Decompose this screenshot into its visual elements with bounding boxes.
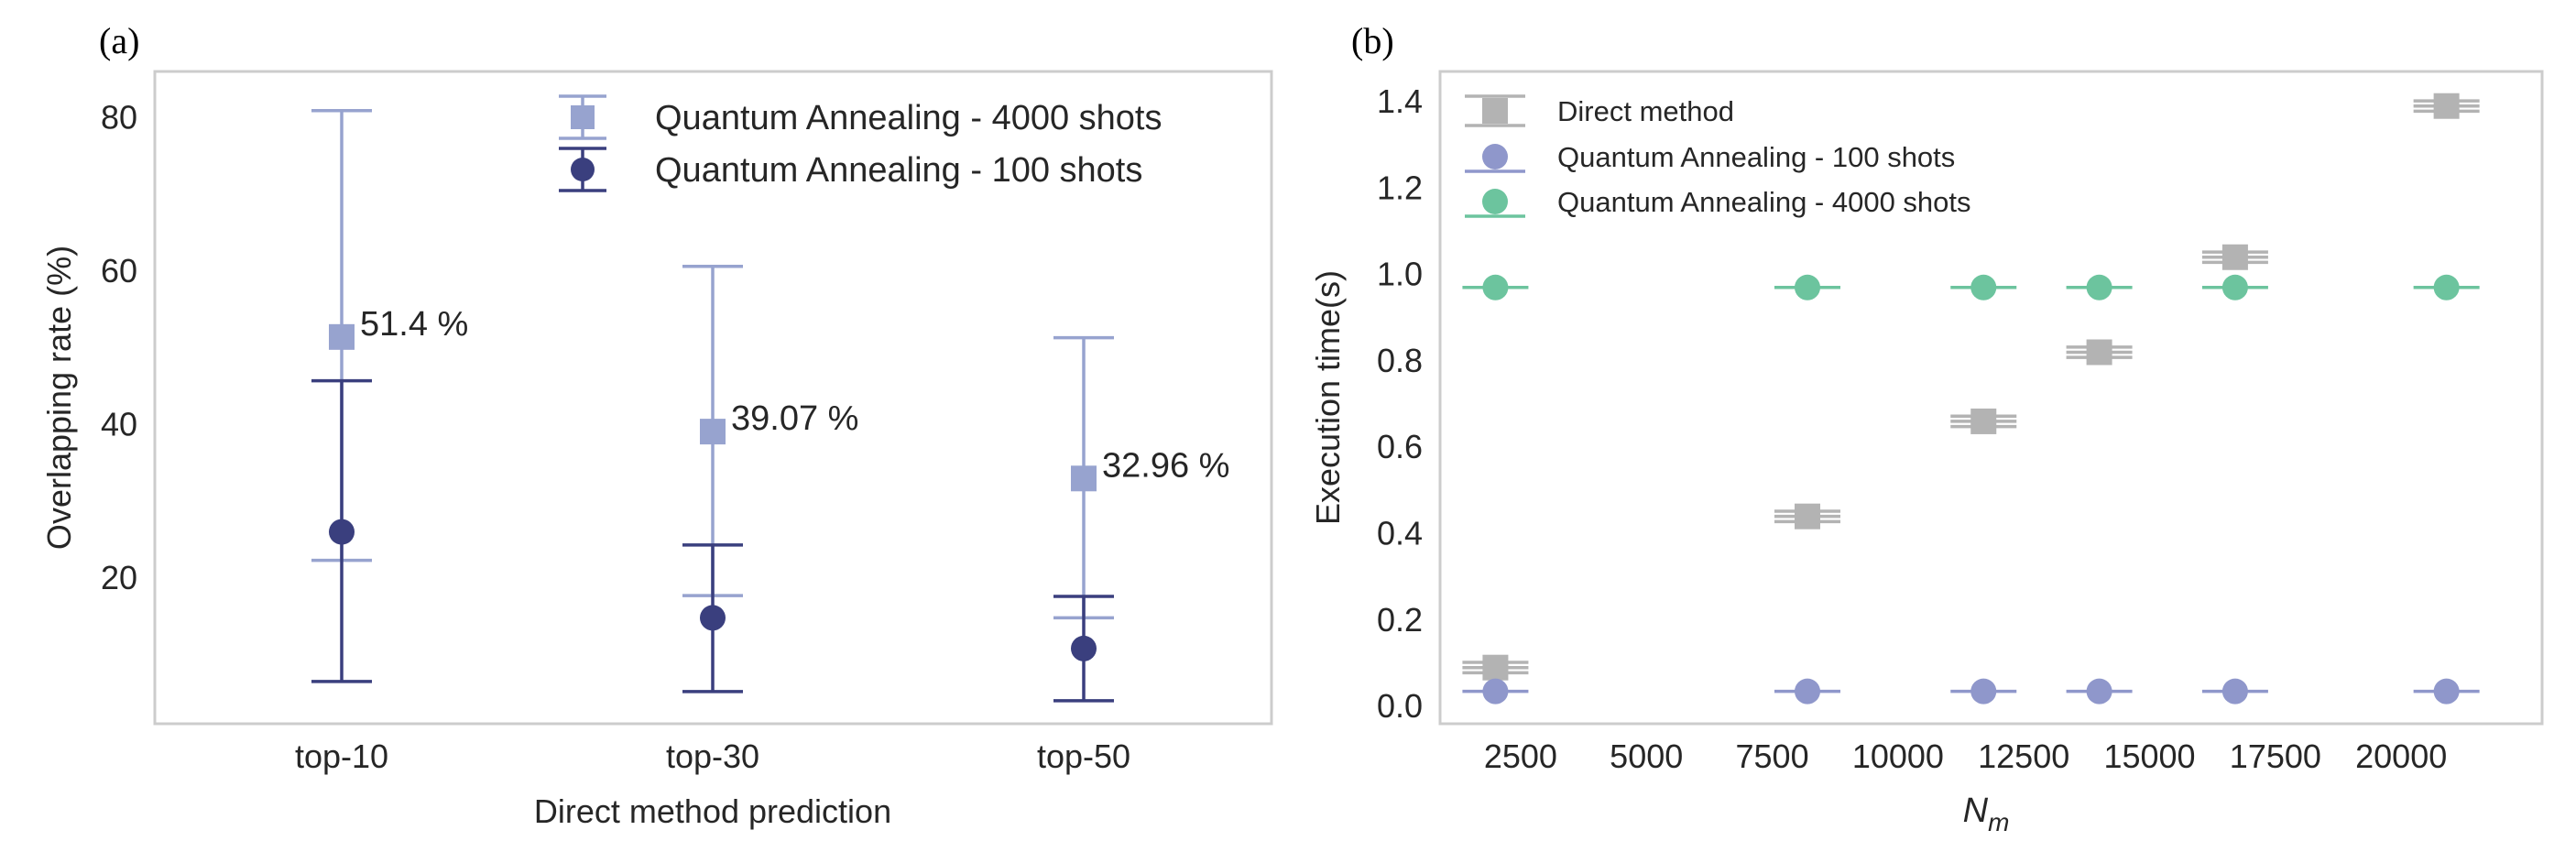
- panel-b-plot: 2500 5000 7500 10000 12500 15000 17500 20000 0.0…: [1377, 82, 2480, 775]
- qa4000-point: [2433, 274, 2460, 300]
- qa100-point: [2433, 678, 2460, 705]
- legend-label: Direct method: [1557, 95, 1734, 127]
- qa100-point: [1071, 635, 1097, 661]
- panel-b-ytick-label: 0.8: [1377, 342, 1423, 379]
- qa4000-point: [1970, 274, 1997, 300]
- legend-label: Quantum Annealing - 100 shots: [1557, 141, 1955, 173]
- qa4000-point: [1071, 465, 1097, 492]
- direct-method-point: [1795, 503, 1820, 530]
- direct-method-point: [1482, 654, 1509, 681]
- panel-b-xtick-label: 7500: [1736, 737, 1809, 775]
- panel-b-xlabel-sub: m: [1988, 808, 2009, 836]
- panel-a-ytick-label: 20: [101, 559, 137, 596]
- qa4000-point: [1482, 274, 1509, 300]
- panel-b-xtick-label: 2500: [1484, 737, 1557, 775]
- panel-a-xlabel: Direct method prediction: [534, 792, 891, 830]
- panel-b-xtick-label: 20000: [2355, 737, 2447, 775]
- panel-a-ytick-label: 80: [101, 98, 137, 136]
- panel-a-xtick-label: top-10: [295, 737, 388, 775]
- panel-a-plot: 20 40 60 80 top-10 top-30 top-50 51.4 % 39.07 % 3…: [101, 94, 1229, 775]
- legend-label: Quantum Annealing - 4000 shots: [655, 99, 1162, 137]
- panel-b-label: (b): [1351, 20, 1394, 61]
- qa100-point: [329, 519, 355, 545]
- qa100-point: [2221, 678, 2248, 705]
- panel-a-ytick-label: 60: [101, 252, 137, 289]
- panel-b-ytick-label: 1.2: [1377, 169, 1423, 206]
- direct-method-point: [2221, 244, 2248, 270]
- panel-b-xtick-label: 12500: [1978, 737, 2069, 775]
- panel-b-ytick-label: 0.2: [1377, 601, 1423, 639]
- panel-b-ytick-label: 0.4: [1377, 515, 1423, 552]
- qa4000-annotation: 32.96 %: [1102, 446, 1229, 485]
- panel-a-label: (a): [99, 20, 139, 61]
- qa4000-point: [329, 323, 355, 350]
- qa4000-annotation: 51.4 %: [360, 305, 468, 344]
- panel-b-xlabel: Nm: [1963, 792, 2010, 836]
- panel-b-xtick-label: 5000: [1610, 737, 1683, 775]
- qa4000-point: [1795, 274, 1820, 300]
- panel-b-ytick-label: 1.0: [1377, 256, 1423, 293]
- legend-marker: [571, 105, 595, 129]
- panel-a-xtick-label: top-50: [1037, 737, 1130, 775]
- panel-b-ytick-label: 0.0: [1377, 687, 1423, 725]
- direct-method-point: [2433, 93, 2460, 119]
- panel-b-xtick-label: 15000: [2103, 737, 2195, 775]
- panel-b-ytick-label: 1.4: [1377, 82, 1423, 120]
- legend-marker: [571, 158, 595, 181]
- legend-marker: [1482, 98, 1508, 124]
- qa100-point: [1482, 678, 1509, 705]
- panel-a-frame: [153, 70, 1273, 726]
- panel-a-ytick-label: 40: [101, 405, 137, 442]
- qa100-point: [1970, 678, 1997, 705]
- panel-a-xtick-label: top-30: [666, 737, 759, 775]
- panel-b-xtick-label: 17500: [2230, 737, 2321, 775]
- qa100-point: [1795, 678, 1820, 705]
- qa100-point: [700, 605, 726, 631]
- legend-marker: [1482, 144, 1508, 169]
- panel-b-xtick-label: 10000: [1852, 737, 1944, 775]
- panel-b-ylabel: Execution time(s): [1309, 270, 1347, 525]
- qa100-point: [2086, 678, 2112, 705]
- legend-label: Quantum Annealing - 4000 shots: [1557, 186, 1971, 218]
- panel-b-ytick-label: 0.6: [1377, 428, 1423, 465]
- panel-b-frame: [1438, 70, 2544, 726]
- panel-b-xlabel-main: N: [1963, 792, 1989, 830]
- direct-method-point: [1970, 408, 1997, 434]
- qa4000-point: [2221, 274, 2248, 300]
- qa4000-point: [2086, 274, 2112, 300]
- qa4000-point: [700, 419, 726, 445]
- panel-a-ylabel: Overlapping rate (%): [40, 246, 78, 550]
- qa4000-annotation: 39.07 %: [731, 399, 858, 438]
- legend-marker: [1482, 189, 1508, 214]
- legend-label: Quantum Annealing - 100 shots: [655, 151, 1142, 190]
- direct-method-point: [2086, 339, 2112, 366]
